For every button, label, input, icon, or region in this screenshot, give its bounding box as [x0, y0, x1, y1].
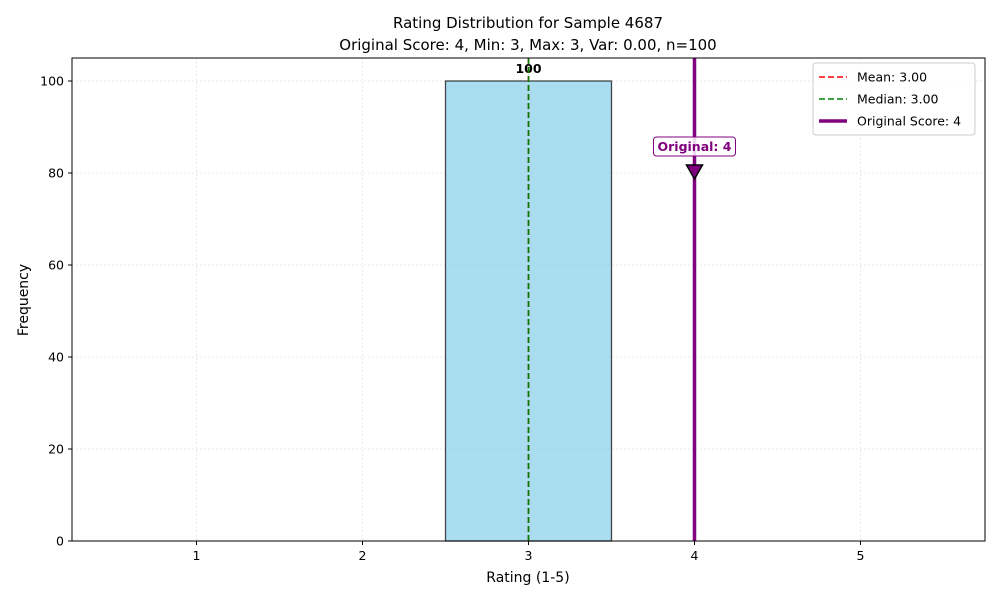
legend-entry-label: Median: 3.00 — [857, 92, 939, 107]
x-tick-label: 4 — [691, 548, 699, 563]
chart-title: Rating Distribution for Sample 4687 — [393, 14, 663, 32]
legend-entry-label: Mean: 3.00 — [857, 70, 927, 85]
legend: Mean: 3.00 Median: 3.00 Original Score: 4 — [812, 62, 976, 136]
x-tick-label: 2 — [359, 548, 367, 563]
y-tick-label: 60 — [48, 258, 64, 273]
x-axis-label: Rating (1-5) — [486, 570, 569, 586]
y-tick-label: 100 — [40, 74, 64, 89]
y-tick-label: 40 — [48, 350, 64, 365]
x-tick-label: 5 — [857, 548, 865, 563]
x-tick-label: 3 — [525, 548, 533, 563]
x-tick-label: 1 — [193, 548, 201, 563]
y-tick-label: 0 — [56, 534, 64, 549]
annotation-arrow-icon — [685, 164, 704, 181]
ticks: 1 2 3 4 5 0 20 40 60 80 100 — [40, 74, 864, 564]
annotation: Original: 4 — [653, 136, 736, 181]
annotation-box — [653, 136, 736, 157]
y-tick-label: 80 — [48, 166, 64, 181]
y-tick-label: 20 — [48, 442, 64, 457]
legend-box — [812, 62, 976, 136]
chart-subtitle: Original Score: 4, Min: 3, Max: 3, Var: … — [339, 36, 716, 54]
legend-entry-label: Original Score: 4 — [857, 114, 961, 129]
y-axis-label: Frequency — [16, 264, 32, 336]
annotation-label: Original: 4 — [658, 139, 732, 154]
